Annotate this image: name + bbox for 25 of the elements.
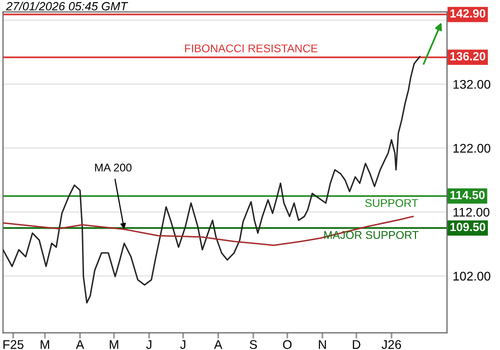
y-tick-label: 122.00 <box>454 144 490 153</box>
x-tick-label: A <box>76 340 84 349</box>
ref-line-label: 114.50 <box>450 190 485 200</box>
y-tick-label: 102.00 <box>454 272 490 281</box>
line-series <box>3 56 421 304</box>
y-tick-label: 132.00 <box>454 80 490 89</box>
x-tick-label: M <box>40 340 50 349</box>
annotation: SUPPORT <box>365 199 418 207</box>
x-tick-label: M <box>110 340 118 349</box>
chart-title: 27/01/2026 05:45 GMT <box>6 2 128 10</box>
ref-line-label: 142.90 <box>450 9 486 18</box>
x-tick-label: F25 <box>3 340 24 349</box>
x-tick-label: N <box>318 340 326 349</box>
x-tick-label: J <box>146 340 152 349</box>
x-tick-label: J <box>180 340 186 349</box>
x-tick-label: D <box>352 340 360 349</box>
x-tick-label: A <box>214 340 222 349</box>
annotation: FIBONACCI RESISTANCE <box>185 44 318 52</box>
ref-line-label: 109.50 <box>450 222 486 232</box>
x-tick-label: S <box>250 340 257 349</box>
x-tick-label: J26 <box>382 340 402 349</box>
ref-line-label: 136.20 <box>450 52 486 60</box>
x-tick-label: O <box>283 340 292 349</box>
annotation: MA 200 <box>95 164 132 172</box>
y-tick-label: 112.00 <box>454 208 490 217</box>
